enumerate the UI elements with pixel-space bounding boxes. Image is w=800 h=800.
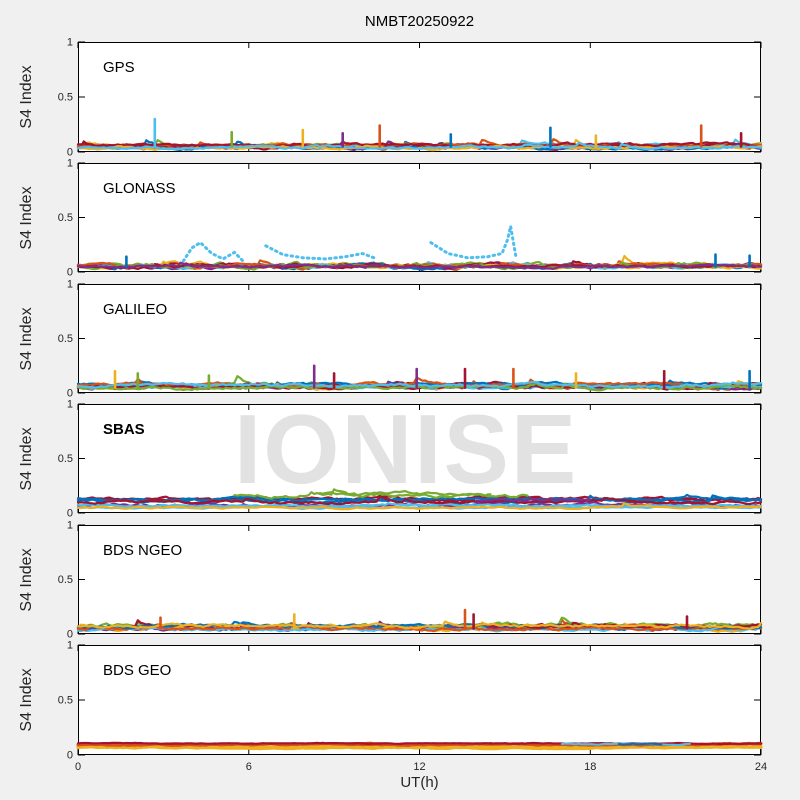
panel-bds-ngeo: 0 0.5 1 S4 Index BDS NGEO: [18, 520, 763, 641]
panel-label-bds-geo: BDS GEO: [103, 662, 172, 679]
panel-label-bds-ngeo: BDS NGEO: [103, 542, 183, 559]
y-tick-label: 0: [67, 629, 73, 641]
x-axis-label: UT(h): [400, 774, 439, 791]
panel-bds-geo: 0 0.5 1 0 6 12 18 24 S4 Index BDS GEO: [18, 640, 767, 774]
panel-label-sbas: SBAS: [103, 421, 145, 438]
y-tick-label: 0: [67, 388, 73, 400]
series-trace: [475, 497, 592, 502]
y-axis-label: S4 Index: [18, 547, 35, 612]
series-trace: [76, 141, 763, 151]
y-tick-label: 0.5: [58, 695, 73, 707]
x-tick-label: 6: [246, 761, 252, 773]
y-axis-label: S4 Index: [18, 65, 35, 129]
axes-box: [78, 163, 761, 272]
y-tick-label: 0.5: [58, 453, 73, 465]
x-tick-label: 0: [75, 761, 81, 773]
y-tick-label: 0: [67, 147, 73, 159]
panel-galileo: 0 0.5 1 S4 Index GALILEO: [18, 279, 763, 400]
series-trace: [76, 140, 763, 149]
axes-box: [78, 645, 761, 755]
y-axis-label: S4 Index: [18, 185, 35, 250]
y-tick-label: 0.5: [58, 333, 73, 345]
y-tick-label: 0: [67, 750, 73, 762]
panel-label-glonass: GLONASS: [103, 180, 176, 197]
y-tick-label: 1: [67, 520, 73, 532]
axes-box: [78, 42, 761, 152]
y-axis-label: S4 Index: [18, 426, 35, 491]
series-trace: [76, 495, 763, 506]
bds-geo-plot-area: 0 0.5 1 0 6 12 18 24: [58, 640, 767, 774]
bds-ngeo-plot-area: 00.51: [58, 520, 763, 641]
arc-trace: [264, 244, 376, 261]
series-trace: [76, 622, 763, 633]
series-trace: [76, 493, 763, 503]
y-tick-label: 1: [67, 640, 73, 652]
gps-plot-area: 00.51: [58, 37, 763, 159]
y-tick-label: 0.5: [58, 212, 73, 224]
series-trace: [76, 502, 763, 511]
series-trace: [76, 620, 763, 630]
y-tick-label: 1: [67, 158, 73, 170]
panel-label-gps: GPS: [103, 59, 135, 76]
y-tick-label: 0: [67, 508, 73, 520]
series-trace: [617, 742, 663, 746]
galileo-plot-area: 00.51: [58, 279, 763, 400]
arc-trace: [429, 225, 518, 261]
series-trace: [76, 744, 763, 749]
y-axis-label: S4 Index: [18, 306, 35, 371]
series-trace: [318, 490, 492, 497]
x-tick-label: 18: [584, 761, 596, 773]
y-tick-label: 0.5: [58, 92, 73, 104]
axes-box: [78, 284, 761, 393]
series-trace: [76, 261, 763, 270]
series-trace: [76, 380, 763, 389]
sbas-plot-area: 00.51: [58, 399, 763, 520]
y-tick-label: 0: [67, 267, 73, 279]
arc-trace: [181, 240, 245, 263]
ionise-watermark: IONISE: [234, 394, 579, 504]
panel-gps: 0 0.5 1 S4 Index GPS: [18, 37, 763, 159]
y-tick-label: 1: [67, 399, 73, 411]
y-axis-label: S4 Index: [18, 668, 35, 732]
y-tick-label: 1: [67, 279, 73, 291]
glonass-plot-area: 00.51: [58, 158, 763, 279]
x-tick-label: 24: [755, 761, 767, 773]
panel-sbas: IONISE 0 0.5 1 S4 Index SBAS: [18, 395, 763, 520]
y-tick-label: 0.5: [58, 574, 73, 586]
chart-title: NMBT20250922: [364, 13, 475, 30]
panel-label-galileo: GALILEO: [103, 301, 168, 318]
panel-glonass: 0 0.5 1 S4 Index GLONASS: [18, 158, 763, 279]
x-tick-label: 12: [413, 761, 425, 773]
y-tick-label: 1: [67, 37, 73, 49]
